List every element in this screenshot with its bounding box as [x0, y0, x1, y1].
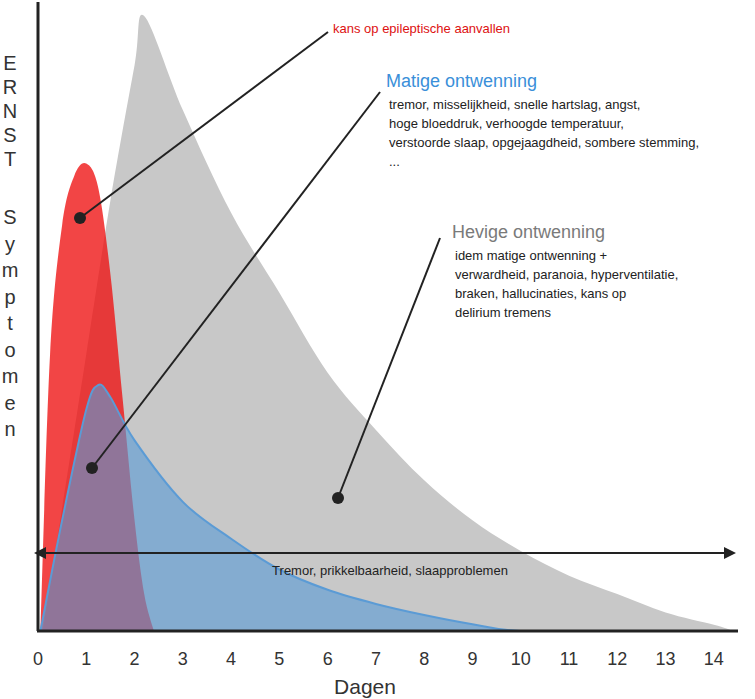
leader-line: [80, 32, 328, 218]
series-name: Hevige ontwenning: [452, 222, 605, 242]
leader-line: [92, 92, 380, 468]
y-axis-label: y: [5, 233, 15, 255]
series-description: braken, hallucinaties, kans op: [455, 286, 626, 301]
x-tick-label: 11: [560, 649, 579, 669]
x-tick-label: 6: [323, 649, 333, 669]
series-description: idem matige ontwenning +: [455, 248, 607, 263]
x-tick-label: 14: [704, 649, 724, 669]
series-description: verwardheid, paranoia, hyperventilatie,: [455, 267, 678, 282]
series-description: verstoorde slaap, opgejaagdheid, sombere…: [389, 135, 699, 150]
arrow-head: [724, 547, 736, 559]
leader-dot: [86, 462, 98, 474]
x-tick-label: 1: [81, 649, 91, 669]
series-description: tremor, misselijkheid, snelle hartslag, …: [389, 97, 640, 112]
leader-dot: [74, 212, 86, 224]
x-axis-label: Dagen: [334, 675, 396, 698]
arrow-line: [36, 552, 734, 554]
y-axis-label: p: [4, 286, 15, 308]
x-tick-label: 13: [656, 649, 676, 669]
leader-line: [338, 238, 440, 498]
x-tick-label: 5: [274, 649, 284, 669]
y-axis-label: S: [3, 206, 16, 228]
y-axis: [37, 2, 40, 631]
x-tick-label: 2: [130, 649, 140, 669]
plot-area: [40, 15, 733, 631]
series-name: kans op epileptische aanvallen: [333, 21, 510, 36]
y-axis-label: S: [3, 124, 16, 146]
x-tick-label: 7: [371, 649, 381, 669]
series-description: delirium tremens: [455, 305, 552, 320]
y-axis-label: n: [4, 418, 15, 440]
arrow-label: Tremor, prikkelbaarheid, slaapproblemen: [272, 563, 508, 578]
leader-dot: [332, 492, 344, 504]
series-description: ...: [389, 154, 400, 169]
y-axis-label: t: [7, 312, 13, 334]
series-description: hoge bloeddruk, verhoogde temperatuur,: [389, 116, 624, 131]
series-name: Matige ontwenning: [386, 71, 537, 91]
area-outline: [40, 385, 631, 631]
y-axis-label: m: [2, 365, 19, 387]
y-axis-label: N: [3, 100, 17, 122]
x-tick-label: 12: [607, 649, 627, 669]
y-axis-label: T: [4, 148, 16, 170]
y-axis-label: e: [4, 392, 15, 414]
y-axis-label: E: [3, 52, 16, 74]
x-axis: [37, 630, 738, 633]
arrow-head: [34, 547, 46, 559]
x-tick-label: 4: [226, 649, 236, 669]
x-tick-label: 3: [178, 649, 188, 669]
chart: Tremor, prikkelbaarheid, slaapproblemen 0…: [0, 0, 755, 699]
x-tick-label: 10: [511, 649, 531, 669]
y-axis-label: o: [4, 339, 15, 361]
y-axis-label: m: [2, 259, 19, 281]
area: [40, 385, 631, 631]
x-tick-label: 9: [467, 649, 477, 669]
x-tick-label: 8: [419, 649, 429, 669]
x-tick-label: 0: [33, 649, 43, 669]
y-axis-label: R: [3, 76, 17, 98]
